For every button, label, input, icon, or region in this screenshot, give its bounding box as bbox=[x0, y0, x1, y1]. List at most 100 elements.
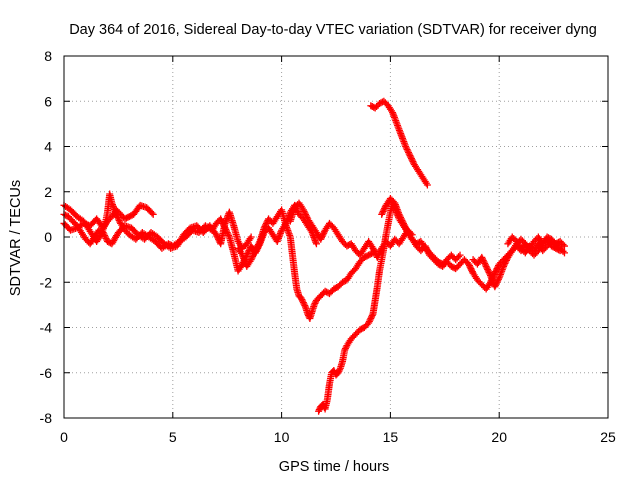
data-point bbox=[479, 256, 487, 264]
data-point bbox=[423, 245, 431, 253]
data-point bbox=[248, 254, 256, 262]
data-point bbox=[481, 259, 489, 267]
data-point bbox=[395, 210, 403, 218]
data-point bbox=[380, 206, 388, 214]
data-point bbox=[465, 260, 473, 268]
data-point bbox=[336, 366, 344, 374]
data-point bbox=[311, 299, 319, 307]
data-point bbox=[299, 297, 307, 305]
data-point bbox=[341, 346, 349, 354]
data-point bbox=[249, 251, 257, 259]
x-axis-label: GPS time / hours bbox=[279, 459, 389, 475]
x-tick-label: 15 bbox=[383, 429, 399, 445]
chart-title: Day 364 of 2016, Sidereal Day-to-day VTE… bbox=[69, 22, 597, 38]
data-point bbox=[254, 242, 262, 250]
y-tick-label: 0 bbox=[44, 229, 52, 245]
data-point bbox=[214, 234, 222, 242]
data-point bbox=[148, 209, 156, 217]
data-point bbox=[299, 299, 307, 307]
data-point bbox=[493, 278, 501, 286]
data-point bbox=[255, 239, 263, 247]
data-point bbox=[252, 245, 260, 253]
data-point bbox=[319, 231, 327, 239]
data-point bbox=[492, 280, 500, 288]
data-point bbox=[402, 225, 410, 233]
data-point bbox=[101, 233, 109, 241]
data-point bbox=[400, 221, 408, 229]
data-point bbox=[334, 369, 342, 377]
data-points bbox=[60, 97, 568, 415]
y-tick-label: -4 bbox=[40, 320, 53, 336]
data-point bbox=[247, 233, 255, 241]
data-point bbox=[403, 146, 411, 154]
data-point bbox=[298, 296, 306, 304]
data-point bbox=[367, 314, 375, 322]
data-point bbox=[100, 230, 108, 238]
data-point bbox=[370, 246, 378, 254]
data-point bbox=[407, 155, 415, 163]
data-point bbox=[114, 213, 122, 221]
data-point bbox=[369, 244, 377, 252]
data-point bbox=[365, 319, 373, 327]
data-point bbox=[262, 219, 270, 227]
data-point bbox=[423, 181, 431, 189]
data-point bbox=[378, 209, 386, 217]
data-point bbox=[379, 207, 387, 215]
data-point bbox=[315, 406, 323, 414]
data-point bbox=[455, 253, 463, 261]
data-point bbox=[320, 229, 328, 237]
data-point bbox=[101, 231, 109, 239]
data-point bbox=[249, 253, 257, 261]
data-point bbox=[365, 317, 373, 325]
data-point bbox=[301, 209, 309, 217]
data-point bbox=[247, 256, 255, 264]
data-point bbox=[378, 210, 386, 218]
data-point bbox=[213, 232, 221, 240]
data-point bbox=[404, 147, 412, 155]
data-point bbox=[398, 216, 406, 224]
data-point bbox=[500, 261, 508, 269]
data-point bbox=[312, 240, 320, 248]
axis-ticks bbox=[63, 55, 609, 419]
data-point bbox=[217, 215, 225, 223]
data-point bbox=[300, 207, 308, 215]
data-point bbox=[479, 255, 487, 263]
x-tick-label: 25 bbox=[600, 429, 616, 445]
data-point bbox=[261, 222, 269, 230]
data-point bbox=[396, 212, 404, 220]
data-point bbox=[405, 150, 413, 158]
data-point bbox=[408, 156, 416, 164]
data-point bbox=[251, 247, 259, 255]
data-point bbox=[500, 262, 508, 270]
data-point bbox=[317, 234, 325, 242]
data-point bbox=[399, 218, 407, 226]
data-point bbox=[484, 267, 492, 275]
data-point bbox=[366, 316, 374, 324]
y-tick-label: 2 bbox=[44, 184, 52, 200]
data-point bbox=[406, 152, 414, 160]
data-point bbox=[467, 265, 475, 273]
x-tick-label: 5 bbox=[169, 429, 177, 445]
series-sat-d bbox=[234, 206, 377, 322]
data-point bbox=[102, 235, 110, 243]
data-point bbox=[465, 262, 473, 270]
y-axis-label: SDTVAR / TECUs bbox=[8, 180, 24, 296]
data-point bbox=[485, 268, 493, 276]
data-point bbox=[254, 241, 262, 249]
data-point bbox=[149, 210, 157, 218]
data-point bbox=[402, 143, 410, 150]
y-tick-label: 6 bbox=[44, 93, 52, 109]
data-point bbox=[423, 247, 431, 255]
data-point bbox=[494, 275, 502, 283]
data-point bbox=[330, 366, 338, 374]
axis-tick-labels: 0 5 10 15 20 25 -8 -6 -4 -2 0 2 4 6 8 bbox=[40, 48, 616, 445]
data-point bbox=[501, 259, 509, 267]
data-point bbox=[225, 231, 233, 239]
data-point bbox=[368, 311, 376, 319]
data-point bbox=[491, 283, 499, 291]
data-point bbox=[468, 266, 476, 274]
data-point bbox=[422, 244, 430, 252]
y-tick-label: 4 bbox=[44, 139, 52, 155]
data-point bbox=[299, 206, 307, 214]
